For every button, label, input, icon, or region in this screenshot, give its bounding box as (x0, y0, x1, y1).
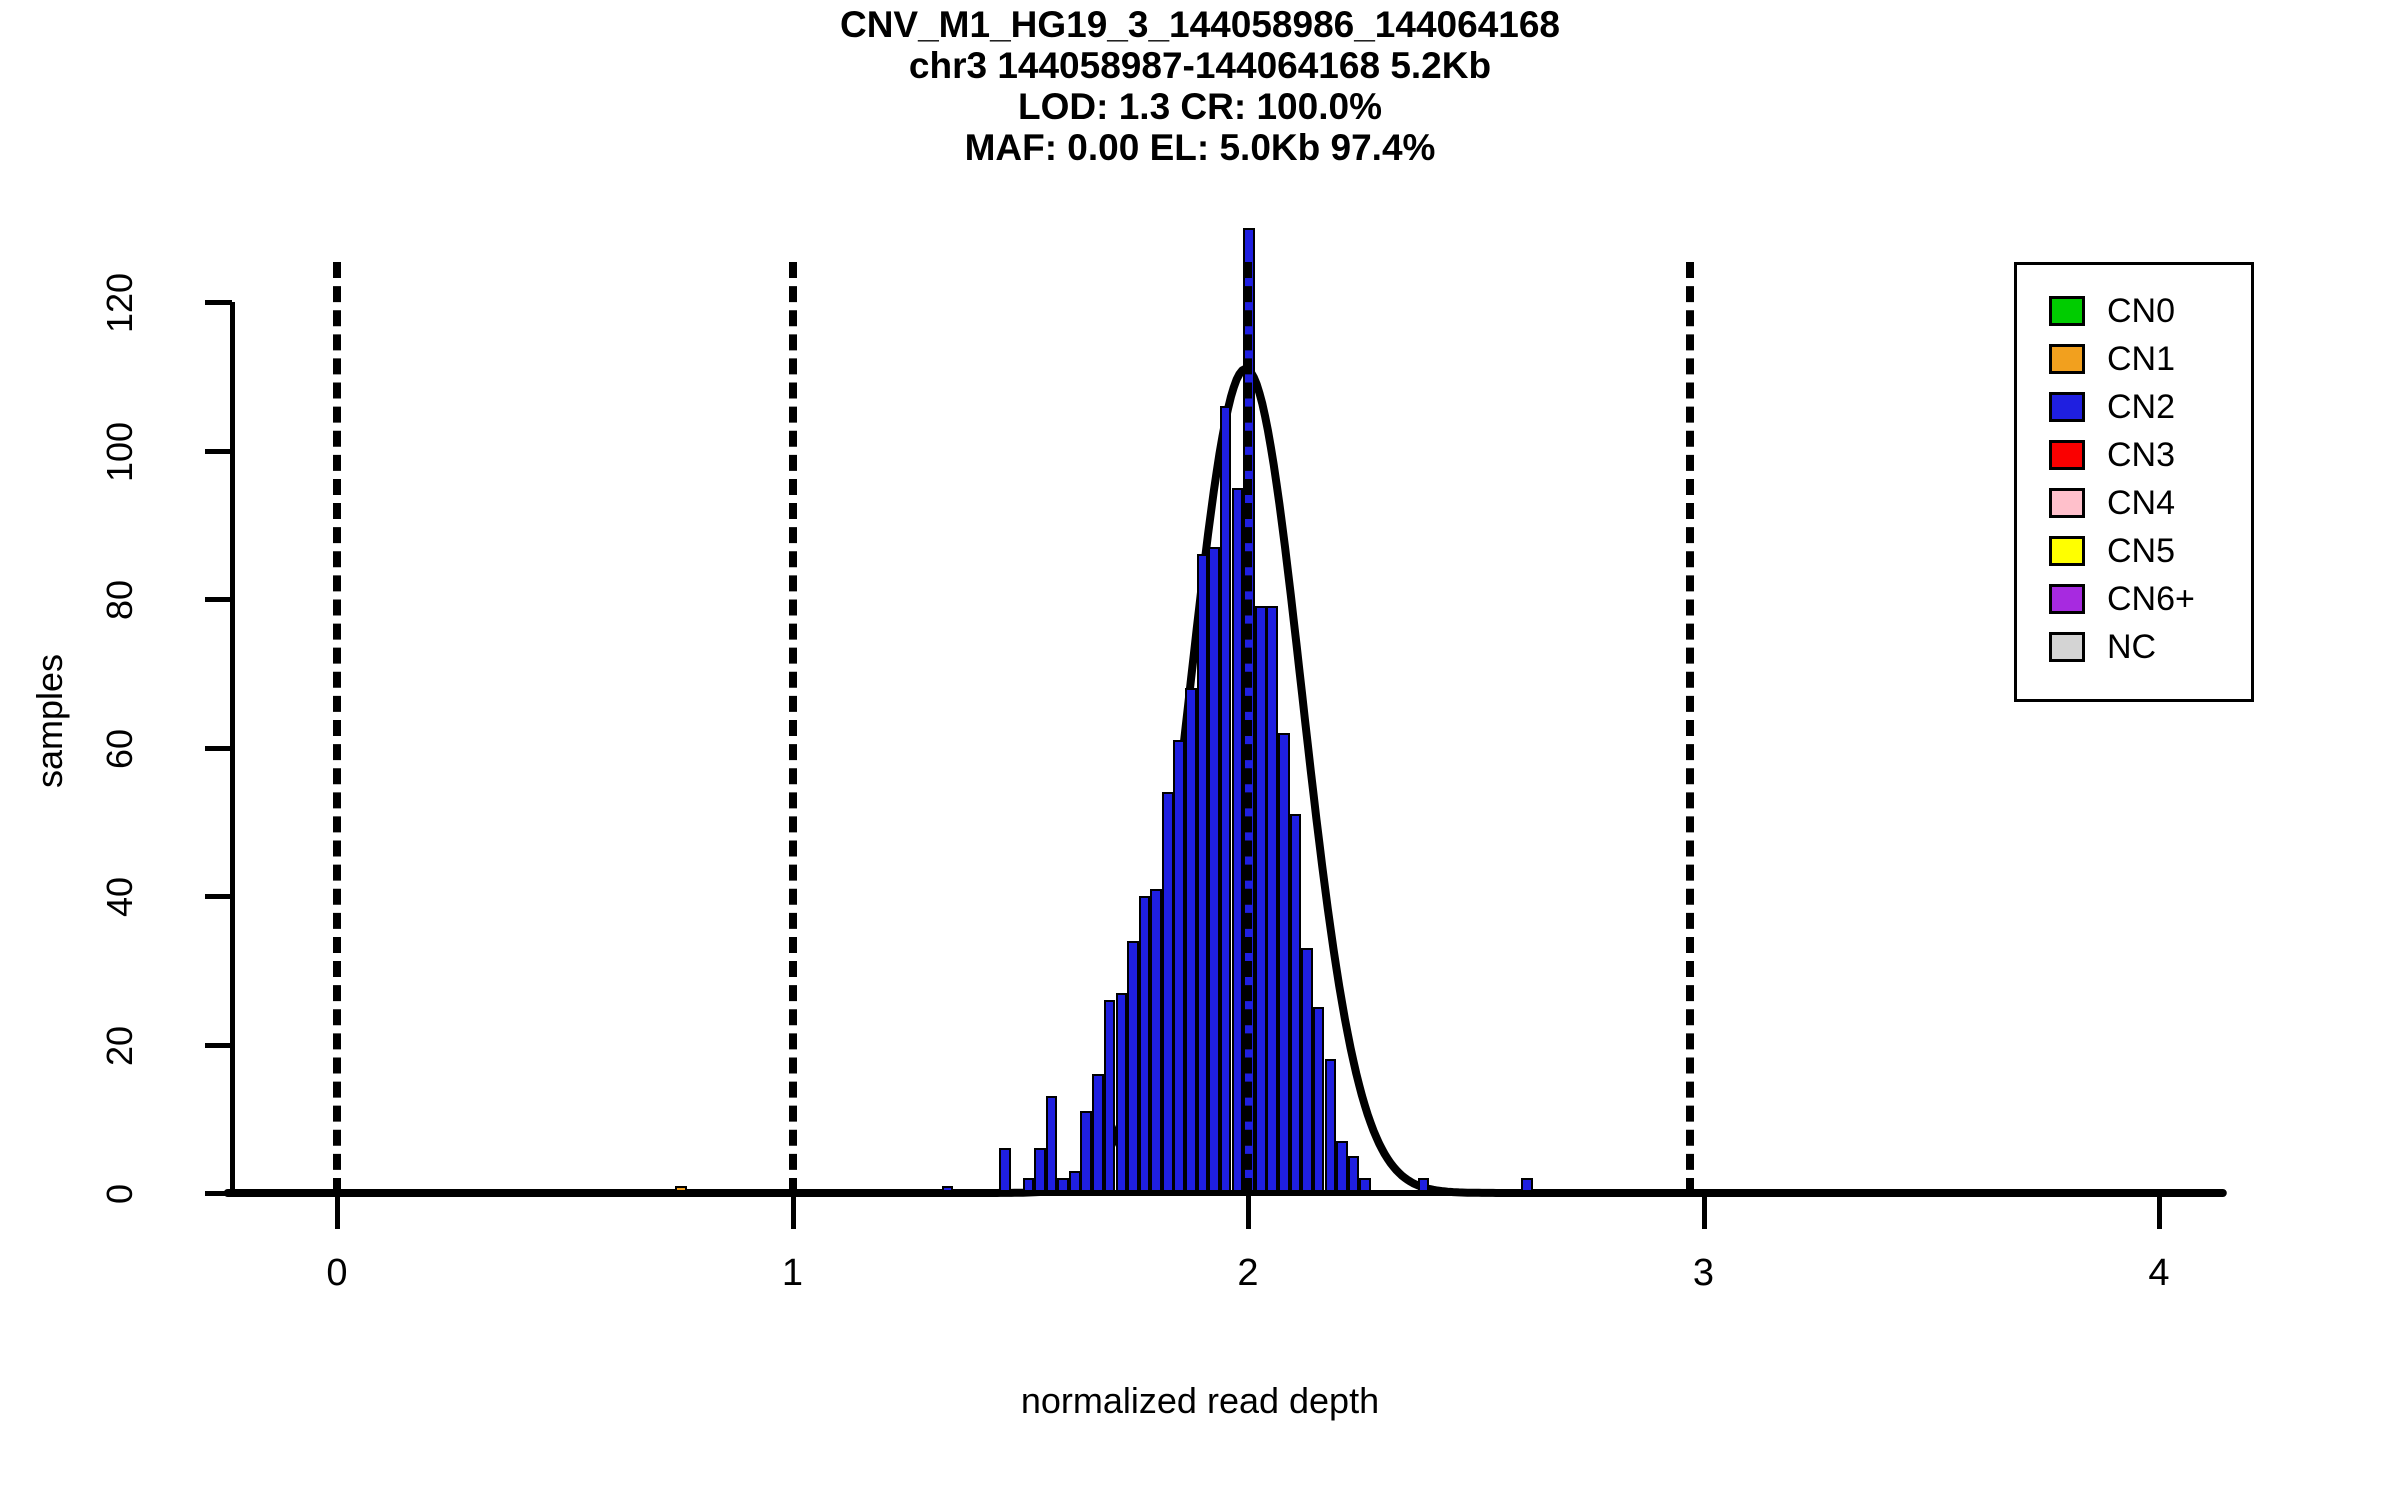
legend-item-label: CN5 (2107, 532, 2176, 570)
histogram-bar (1278, 732, 1290, 1193)
x-tick (790, 1196, 796, 1229)
histogram-bar (1092, 1074, 1104, 1193)
y-tick (205, 448, 232, 454)
histogram-bar (1034, 1148, 1046, 1193)
x-tick-label: 4 (2148, 1252, 2170, 1294)
legend-item-label: CN1 (2107, 340, 2176, 378)
y-tick-label: 120 (99, 272, 140, 334)
x-tick-label: 3 (1692, 1252, 1715, 1294)
x-tick-label: 2 (1237, 1252, 1259, 1294)
cn-reference-line (788, 262, 797, 1194)
histogram-bar (1266, 606, 1278, 1193)
y-tick-label: 80 (99, 579, 140, 621)
title-line-3: LOD: 1.3 CR: 100.0% (1018, 86, 1382, 127)
histogram-bar (1080, 1111, 1093, 1193)
legend-item-nc[interactable]: NC (2049, 623, 2156, 671)
y-tick (205, 745, 232, 751)
chart-title: CNV_M1_HG19_3_144058986_144064168 chr3 1… (0, 4, 2400, 168)
title-line-4: MAF: 0.00 EL: 5.0Kb 97.4% (964, 127, 1436, 168)
histogram-bar (1115, 992, 1128, 1193)
x-tick (1701, 1196, 1707, 1229)
legend-item-cn2[interactable]: CN2 (2049, 383, 2175, 431)
y-axis-line (230, 302, 235, 1195)
legend-swatch-icon (2049, 632, 2085, 662)
y-tick-label: 60 (99, 728, 140, 769)
y-tick (205, 300, 232, 305)
histogram-bar (1301, 947, 1314, 1193)
legend: CN0 CN1 CN2 CN3 CN4 CN5 CN6+ NC (2014, 262, 2254, 702)
y-tick (205, 894, 232, 899)
legend-item-label: CN3 (2107, 436, 2176, 474)
x-axis-line (230, 1190, 2220, 1196)
legend-item-label: CN4 (2107, 484, 2176, 522)
histogram-bar (1196, 554, 1209, 1193)
histogram-bar (1185, 688, 1197, 1193)
legend-item-label: CN6+ (2107, 580, 2195, 618)
histogram-bar (1289, 814, 1302, 1193)
y-tick-label: 100 (99, 421, 140, 482)
legend-swatch-icon (2049, 536, 2085, 566)
histogram-bar (1173, 740, 1186, 1193)
histogram-bar (1231, 487, 1244, 1193)
legend-swatch-icon (2049, 296, 2085, 326)
title-line-1: CNV_M1_HG19_3_144058986_144064168 (839, 4, 1561, 45)
title-line-2: chr3 144058987-144064168 5.2Kb (908, 45, 1492, 86)
x-tick-label: 1 (781, 1252, 804, 1294)
histogram-bar (1336, 1141, 1348, 1193)
legend-item-cn0[interactable]: CN0 (2049, 287, 2175, 335)
histogram-bar (1219, 405, 1232, 1193)
histogram-bar (1138, 896, 1151, 1193)
histogram-bar (1045, 1096, 1058, 1193)
cn-reference-line (333, 262, 341, 1194)
histogram-bar (1312, 1007, 1325, 1193)
legend-item-label: CN2 (2107, 388, 2176, 426)
histogram-bar (1103, 999, 1116, 1193)
legend-item-cn3[interactable]: CN3 (2049, 431, 2175, 479)
legend-swatch-icon (2049, 584, 2085, 614)
legend-item-cn4[interactable]: CN4 (2049, 479, 2175, 527)
histogram-bar (1254, 606, 1267, 1193)
x-tick (2157, 1196, 2162, 1229)
cn-reference-line (1244, 262, 1252, 1194)
x-tick (1246, 1196, 1251, 1229)
histogram-bar (1208, 547, 1221, 1193)
legend-swatch-icon (2049, 344, 2085, 374)
legend-item-label: CN0 (2107, 292, 2176, 330)
y-axis-title: samples (29, 653, 70, 789)
y-tick-label: 40 (99, 876, 140, 918)
legend-swatch-icon (2049, 488, 2085, 518)
x-tick-label: 0 (326, 1252, 348, 1294)
y-tick-label: 0 (99, 1183, 140, 1205)
histogram-bar (1324, 1059, 1337, 1193)
x-tick (335, 1196, 340, 1229)
x-axis-title: normalized read depth (1020, 1380, 1380, 1421)
histogram-bar (999, 1148, 1012, 1193)
cn-reference-line (1685, 262, 1694, 1194)
y-tick (205, 1191, 232, 1196)
histogram-bar (1150, 888, 1162, 1193)
legend-item-cn5[interactable]: CN5 (2049, 527, 2175, 575)
y-tick-label: 20 (99, 1025, 140, 1066)
legend-item-label: NC (2107, 628, 2157, 666)
histogram-bar (1347, 1155, 1360, 1193)
legend-item-cn6plus[interactable]: CN6+ (2049, 575, 2195, 623)
y-tick (205, 1042, 232, 1048)
histogram-bar (1162, 792, 1174, 1193)
y-tick (205, 597, 232, 602)
legend-item-cn1[interactable]: CN1 (2049, 335, 2175, 383)
histogram-bar (1126, 940, 1139, 1193)
legend-swatch-icon (2049, 392, 2085, 422)
legend-swatch-icon (2049, 440, 2085, 470)
